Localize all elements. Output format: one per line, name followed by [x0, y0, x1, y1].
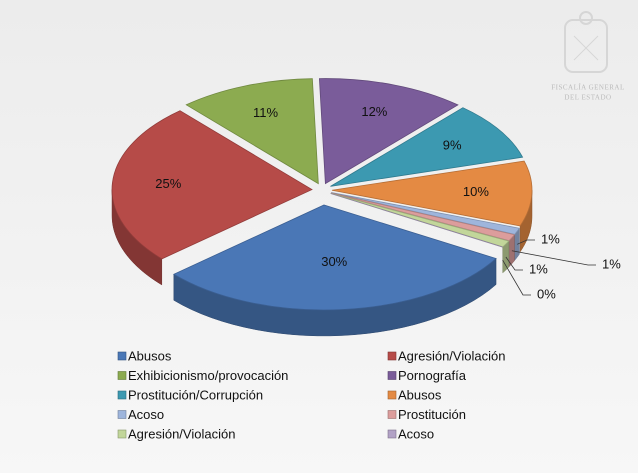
slice [330, 192, 516, 242]
slice [331, 192, 521, 235]
legend-label: Pornografía [398, 368, 467, 383]
legend-swatch [387, 410, 397, 419]
leader-line [511, 250, 596, 266]
slice [330, 107, 524, 187]
data-label: 1% [541, 231, 560, 246]
data-label: 30% [321, 254, 347, 269]
slice [330, 192, 510, 248]
slice [330, 193, 503, 248]
pie-tops [111, 78, 533, 311]
legend-swatch [117, 371, 127, 380]
legend-swatch [117, 429, 127, 439]
data-label: 12% [361, 104, 387, 119]
legend-label: Abusos [398, 387, 442, 402]
logo-text: DEL ESTADO [564, 94, 611, 102]
legend-swatch [387, 371, 397, 380]
data-label: 9% [443, 137, 462, 152]
legend-swatch [117, 410, 127, 419]
legend-label: Exhibicionismo/provocación [128, 368, 288, 383]
data-label: 10% [463, 184, 489, 199]
slice [172, 204, 497, 311]
leader-line [502, 259, 531, 296]
leader-line [505, 256, 523, 271]
legend-swatch [387, 351, 397, 361]
legend-label: Abusos [128, 348, 172, 363]
legend-label: Acoso [398, 426, 434, 441]
leader-line [516, 239, 535, 245]
slice [111, 110, 313, 260]
slice [185, 78, 319, 185]
slice [331, 160, 533, 227]
data-label: 1% [529, 261, 548, 276]
data-label: 0% [537, 286, 556, 301]
data-label: 1% [602, 256, 621, 271]
legend-label: Agresión/Violación [128, 426, 235, 441]
data-label: 25% [155, 176, 181, 191]
legend-swatch [387, 429, 397, 439]
legend-label: Prostitución/Corrupción [128, 387, 263, 402]
legend-label: Prostitución [398, 407, 466, 422]
legend-label: Acoso [128, 407, 164, 422]
legend-label: Agresión/Violación [398, 348, 505, 363]
slice [318, 78, 459, 185]
data-label: 11% [253, 105, 278, 120]
legend-swatch [117, 390, 127, 400]
legend-swatch [387, 390, 397, 400]
legend-swatch [117, 351, 127, 361]
logo [564, 11, 608, 73]
logo-text: FISCALÍA GENERAL [551, 84, 625, 92]
